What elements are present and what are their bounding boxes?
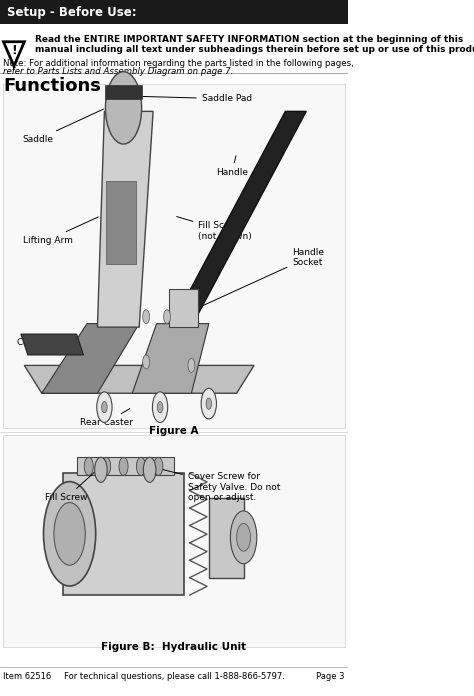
Text: Cover Screw for
Safety Valve. Do not
open or adjust.: Cover Screw for Safety Valve. Do not ope… (152, 467, 280, 502)
Text: Handle: Handle (216, 156, 248, 177)
Polygon shape (24, 365, 254, 393)
Circle shape (164, 310, 171, 324)
Circle shape (188, 358, 195, 372)
Circle shape (101, 402, 107, 413)
Polygon shape (132, 324, 209, 393)
Text: Fill Screw: Fill Screw (45, 468, 99, 502)
Text: Carry Handle: Carry Handle (18, 338, 77, 347)
Text: Saddle Pad: Saddle Pad (131, 95, 252, 103)
Text: Setup - Before Use:: Setup - Before Use: (7, 6, 137, 19)
Circle shape (237, 523, 251, 551)
Circle shape (201, 388, 217, 419)
Text: Note: For additional information regarding the parts listed in the following pag: Note: For additional information regardi… (3, 59, 354, 68)
Bar (63, 473, 184, 595)
Text: Rear Caster: Rear Caster (80, 409, 133, 427)
Bar (77, 457, 174, 475)
Circle shape (143, 457, 156, 482)
Circle shape (119, 457, 128, 475)
Circle shape (143, 355, 150, 369)
Bar (106, 181, 136, 264)
Circle shape (84, 457, 93, 475)
Text: Functions: Functions (3, 77, 101, 95)
Circle shape (206, 398, 211, 409)
Circle shape (137, 457, 146, 475)
Circle shape (101, 457, 110, 475)
Circle shape (154, 457, 163, 475)
Circle shape (44, 482, 96, 586)
Text: !: ! (11, 45, 17, 57)
Polygon shape (98, 111, 153, 327)
Text: Handle
Socket: Handle Socket (201, 248, 324, 306)
Text: refer to Parts Lists and Assembly Diagram on page 7.: refer to Parts Lists and Assembly Diagra… (3, 67, 234, 76)
Bar (169, 289, 198, 327)
Text: Saddle: Saddle (23, 109, 104, 143)
Circle shape (105, 72, 142, 144)
Text: Page 3: Page 3 (316, 672, 345, 681)
Text: For technical questions, please call 1-888-866-5797.: For technical questions, please call 1-8… (64, 672, 284, 681)
Text: Read the ENTIRE IMPORTANT SAFETY INFORMATION section at the beginning of this: Read the ENTIRE IMPORTANT SAFETY INFORMA… (35, 35, 463, 44)
Bar (209, 498, 244, 578)
Circle shape (230, 511, 257, 564)
FancyBboxPatch shape (3, 435, 345, 647)
Circle shape (143, 310, 150, 324)
Circle shape (157, 402, 163, 413)
Polygon shape (42, 324, 139, 393)
Text: Figure A: Figure A (149, 426, 199, 436)
Text: Lifting Arm: Lifting Arm (23, 217, 99, 244)
Circle shape (97, 392, 112, 422)
FancyBboxPatch shape (0, 0, 348, 24)
Polygon shape (174, 111, 306, 320)
Circle shape (153, 392, 168, 422)
Text: Figure B:  Hydraulic Unit: Figure B: Hydraulic Unit (101, 642, 246, 651)
Circle shape (54, 503, 85, 565)
FancyBboxPatch shape (3, 84, 345, 428)
Text: manual including all text under subheadings therein before set up or use of this: manual including all text under subheadi… (35, 45, 474, 54)
Text: Item 62516: Item 62516 (3, 672, 52, 681)
Text: Fill Screw
(not shown): Fill Screw (not shown) (177, 216, 252, 241)
Polygon shape (21, 334, 83, 355)
Bar (105, 85, 142, 99)
Circle shape (95, 457, 107, 482)
